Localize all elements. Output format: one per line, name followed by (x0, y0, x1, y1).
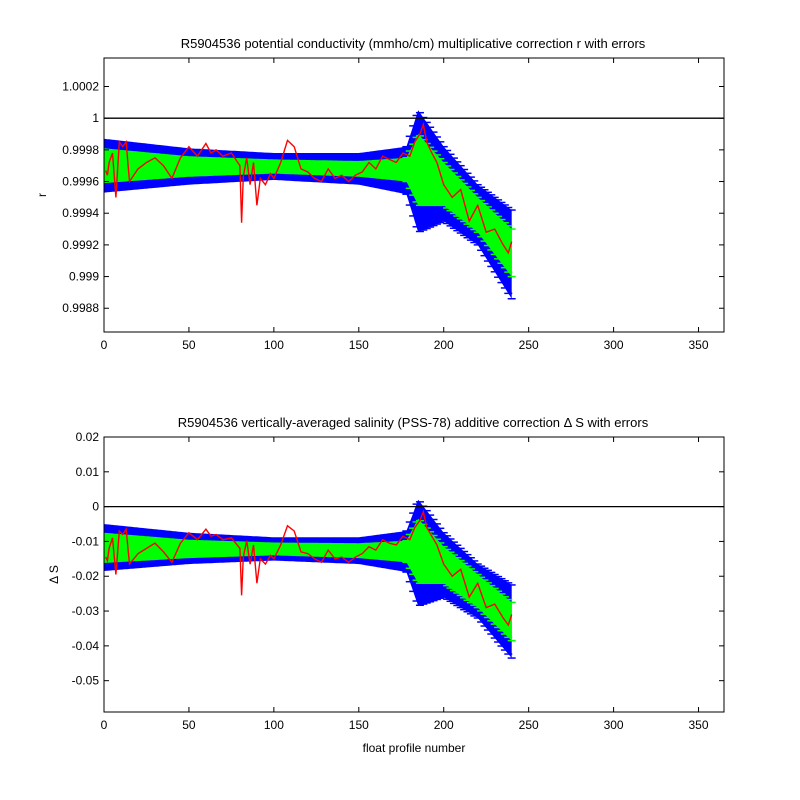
x-tick-label: 200 (434, 338, 454, 352)
panel-conductivity-correction: R5904536 potential conductivity (mmho/cm… (35, 36, 725, 352)
y-tick-label: 0.9992 (62, 238, 99, 252)
correction-series-line (105, 509, 513, 627)
y-tick-label: 1 (92, 111, 99, 125)
y-tick-label: 0.02 (76, 430, 100, 444)
y-tick-label: -0.01 (72, 534, 100, 548)
x-tick-label: 0 (101, 338, 108, 352)
y-tick-label: 0.9988 (62, 301, 99, 315)
x-tick-label: 150 (349, 338, 369, 352)
x-tick-label: 250 (519, 718, 539, 732)
y-tick-label: -0.05 (72, 674, 100, 688)
x-tick-label: 350 (689, 338, 709, 352)
x-tick-label: 50 (182, 338, 196, 352)
y-tick-label: -0.02 (72, 569, 100, 583)
x-tick-label: 250 (519, 338, 539, 352)
x-tick-label: 50 (182, 718, 196, 732)
axes-frame (103, 57, 725, 333)
correction-series-line (105, 121, 513, 255)
x-tick-label: 100 (264, 718, 284, 732)
y-tick-label: 0.9996 (62, 175, 99, 189)
x-tick-label: 150 (349, 718, 369, 732)
x-tick-label: 300 (604, 718, 624, 732)
x-tick-label: 300 (604, 338, 624, 352)
y-axis-label: Δ S (47, 565, 61, 584)
x-axis-label: float profile number (363, 741, 466, 755)
plot-area: 0 50 100 150 200 250 300 350 0.9988 0.999 0.9992 0.… (35, 57, 725, 352)
inner-error-band (104, 134, 512, 277)
plot-area: 0 50 100 150 200 250 300 350 -0.05 -0.04 -0.03 -0.0… (47, 430, 725, 755)
chart-title: R5904536 potential conductivity (mmho/cm… (181, 36, 646, 51)
y-tick-label: 0.01 (76, 465, 100, 479)
axes-frame (103, 436, 725, 713)
x-tick-label: 200 (434, 718, 454, 732)
y-tick-label: 0.9998 (62, 143, 99, 157)
x-tick-label: 0 (101, 718, 108, 732)
chart-title: R5904536 vertically-averaged salinity (P… (178, 415, 649, 430)
x-tick-label: 100 (264, 338, 284, 352)
y-tick-label: -0.04 (72, 639, 100, 653)
y-tick-label: 0.9994 (62, 206, 99, 220)
inner-error-band (104, 518, 512, 641)
y-tick-label: -0.03 (72, 604, 100, 618)
y-tick-label: 1.0002 (62, 80, 99, 94)
y-tick-label: 0 (92, 500, 99, 514)
y-tick-label: 0.999 (69, 270, 99, 284)
panel-salinity-correction: R5904536 vertically-averaged salinity (P… (47, 415, 725, 755)
x-tick-label: 350 (689, 718, 709, 732)
y-axis-label: r (35, 193, 49, 197)
